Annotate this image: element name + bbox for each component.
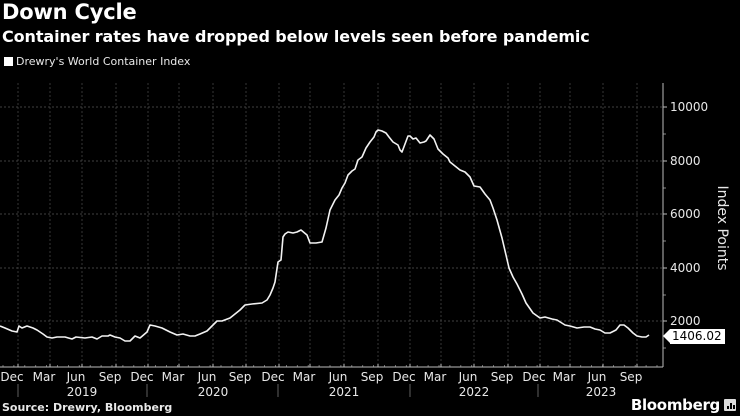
y-tick-label: 10000 <box>670 100 708 114</box>
bloomberg-logo: Bloomberg <box>630 396 720 414</box>
y-tick-label: 2000 <box>670 314 701 328</box>
legend-label: Drewry's World Container Index <box>16 55 191 68</box>
x-month-label: Dec <box>522 370 545 384</box>
x-year-label: 2022 <box>459 385 490 399</box>
axes <box>0 83 667 397</box>
series-line <box>0 129 650 342</box>
x-month-label: Sep <box>229 370 252 384</box>
legend: Drewry's World Container Index <box>4 55 190 68</box>
x-year-label: 2019 <box>67 385 98 399</box>
horizontal-gridlines <box>0 106 663 322</box>
y-tick-label: 6000 <box>670 207 701 221</box>
y-tick-label: 4000 <box>670 261 701 275</box>
chart-title: Down Cycle <box>2 0 137 24</box>
x-month-label: Dec <box>0 370 23 384</box>
x-year-label: 2020 <box>198 385 229 399</box>
chart-subtitle: Container rates have dropped below level… <box>2 27 590 46</box>
x-month-label: Sep <box>99 370 122 384</box>
x-month-label: Sep <box>491 370 514 384</box>
x-year-label: 2023 <box>586 385 617 399</box>
x-month-label: Sep <box>620 370 643 384</box>
source-note: Source: Drewry, Bloomberg <box>2 401 173 414</box>
x-month-label: Dec <box>130 370 153 384</box>
vertical-gridlines <box>17 83 638 367</box>
axis-labels: 10000 8000 6000 4000 2000 Dec Mar Jun Sep Dec Mar J… <box>0 100 708 399</box>
x-month-label: Jun <box>197 370 217 384</box>
last-value-badge: 1406.02 <box>663 329 725 344</box>
x-month-label: Dec <box>392 370 415 384</box>
x-month-label: Sep <box>361 370 384 384</box>
x-month-label: Jun <box>458 370 478 384</box>
x-month-label: Mar <box>553 370 576 384</box>
chart-icon <box>724 399 736 411</box>
y-axis-label: Index Points <box>714 185 730 271</box>
x-month-label: Mar <box>293 370 316 384</box>
x-month-label: Jun <box>587 370 607 384</box>
x-month-label: Mar <box>33 370 56 384</box>
x-month-label: Mar <box>162 370 185 384</box>
x-month-label: Jun <box>328 370 348 384</box>
x-month-label: Mar <box>424 370 447 384</box>
x-month-label: Jun <box>66 370 86 384</box>
x-month-label: Dec <box>261 370 284 384</box>
x-year-label: 2021 <box>329 385 360 399</box>
y-tick-label: 8000 <box>670 154 701 168</box>
legend-swatch <box>4 57 13 66</box>
